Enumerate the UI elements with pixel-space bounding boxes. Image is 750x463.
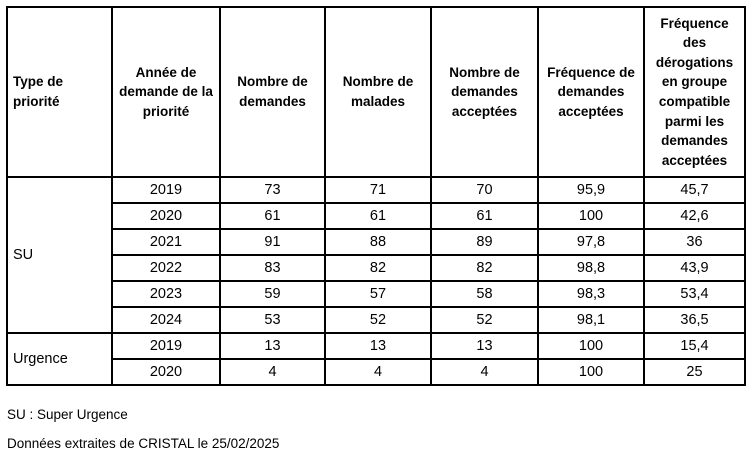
year-cell: 2019 bbox=[111, 176, 221, 204]
data-cell: 25 bbox=[643, 358, 746, 386]
data-cell: 98,8 bbox=[537, 254, 645, 282]
column-header-4: Nombre de malades bbox=[324, 6, 432, 178]
footnotes: SU : Super Urgence Données extraites de … bbox=[6, 407, 744, 451]
priority-requests-table: Type de priorité Année de demande de la p… bbox=[6, 6, 746, 386]
table-row: SU 2019 73 71 70 95,9 45,7 bbox=[6, 176, 746, 334]
data-cell: 100 bbox=[537, 332, 645, 360]
column-header-6: Fréquence de demandes acceptées bbox=[537, 6, 645, 178]
year-cell: 2021 bbox=[111, 228, 221, 256]
column-header-1: Type de priorité bbox=[6, 6, 113, 178]
data-cell: 36,5 bbox=[643, 306, 746, 334]
year-cell: 2022 bbox=[111, 254, 221, 282]
data-cell: 100 bbox=[537, 358, 645, 386]
data-cell: 83 bbox=[219, 254, 326, 282]
year-cell: 2023 bbox=[111, 280, 221, 308]
priority-type-cell: SU bbox=[6, 176, 113, 334]
footnote-abbreviation: SU : Super Urgence bbox=[7, 407, 128, 422]
table-row: 2022 83 82 82 98,8 43,9 bbox=[7, 254, 746, 282]
year-cell: 2019 bbox=[111, 332, 221, 360]
data-cell: 89 bbox=[430, 228, 539, 256]
year-cell: 2024 bbox=[111, 306, 221, 334]
data-cell: 13 bbox=[324, 332, 432, 360]
data-cell: 88 bbox=[324, 228, 432, 256]
data-cell: 53 bbox=[219, 306, 326, 334]
table-row: Urgence 2019 13 13 13 100 15,4 bbox=[6, 332, 746, 386]
data-cell: 73 bbox=[219, 176, 326, 204]
table-row: 2020 61 61 61 100 42,6 bbox=[7, 202, 746, 230]
priority-type-cell: Urgence bbox=[6, 332, 113, 386]
data-cell: 4 bbox=[219, 358, 326, 386]
year-cell: 2020 bbox=[111, 358, 221, 386]
data-cell: 52 bbox=[430, 306, 539, 334]
table-row: 2021 91 88 89 97,8 36 bbox=[7, 228, 746, 256]
data-cell: 61 bbox=[324, 202, 432, 230]
data-cell: 82 bbox=[324, 254, 432, 282]
data-cell: 13 bbox=[219, 332, 326, 360]
column-header-3: Nombre de demandes bbox=[219, 6, 326, 178]
data-cell: 4 bbox=[324, 358, 432, 386]
table-row: 2023 59 57 58 98,3 53,4 bbox=[7, 280, 746, 308]
data-cell: 4 bbox=[430, 358, 539, 386]
data-cell: 58 bbox=[430, 280, 539, 308]
table-row: 2020 4 4 4 100 25 bbox=[7, 358, 746, 386]
data-cell: 61 bbox=[430, 202, 539, 230]
data-cell: 13 bbox=[430, 332, 539, 360]
data-cell: 97,8 bbox=[537, 228, 645, 256]
data-cell: 15,4 bbox=[643, 332, 746, 360]
header-row: Type de priorité Année de demande de la p… bbox=[6, 6, 746, 178]
data-cell: 53,4 bbox=[643, 280, 746, 308]
data-cell: 42,6 bbox=[643, 202, 746, 230]
footnote-source: Données extraites de CRISTAL le 25/02/20… bbox=[7, 436, 280, 451]
data-cell: 98,3 bbox=[537, 280, 645, 308]
data-cell: 98,1 bbox=[537, 306, 645, 334]
data-cell: 100 bbox=[537, 202, 645, 230]
data-cell: 57 bbox=[324, 280, 432, 308]
data-cell: 70 bbox=[430, 176, 539, 204]
column-header-7: Fréquence des dérogations en groupe comp… bbox=[643, 6, 746, 178]
data-cell: 59 bbox=[219, 280, 326, 308]
data-cell: 95,9 bbox=[537, 176, 645, 204]
data-cell: 71 bbox=[324, 176, 432, 204]
data-cell: 36 bbox=[643, 228, 746, 256]
data-cell: 91 bbox=[219, 228, 326, 256]
column-header-2: Année de demande de la priorité bbox=[111, 6, 221, 178]
year-cell: 2020 bbox=[111, 202, 221, 230]
column-header-5: Nombre de demandes acceptées bbox=[430, 6, 539, 178]
table-body: SU 2019 73 71 70 95,9 45,7 2020 61 61 61 100 42,6 202… bbox=[6, 176, 746, 386]
data-cell: 43,9 bbox=[643, 254, 746, 282]
data-cell: 52 bbox=[324, 306, 432, 334]
data-cell: 45,7 bbox=[643, 176, 746, 204]
table-row: 2024 53 52 52 98,1 36,5 bbox=[7, 306, 746, 334]
data-cell: 82 bbox=[430, 254, 539, 282]
table-header: Type de priorité Année de demande de la p… bbox=[6, 6, 746, 178]
data-cell: 61 bbox=[219, 202, 326, 230]
